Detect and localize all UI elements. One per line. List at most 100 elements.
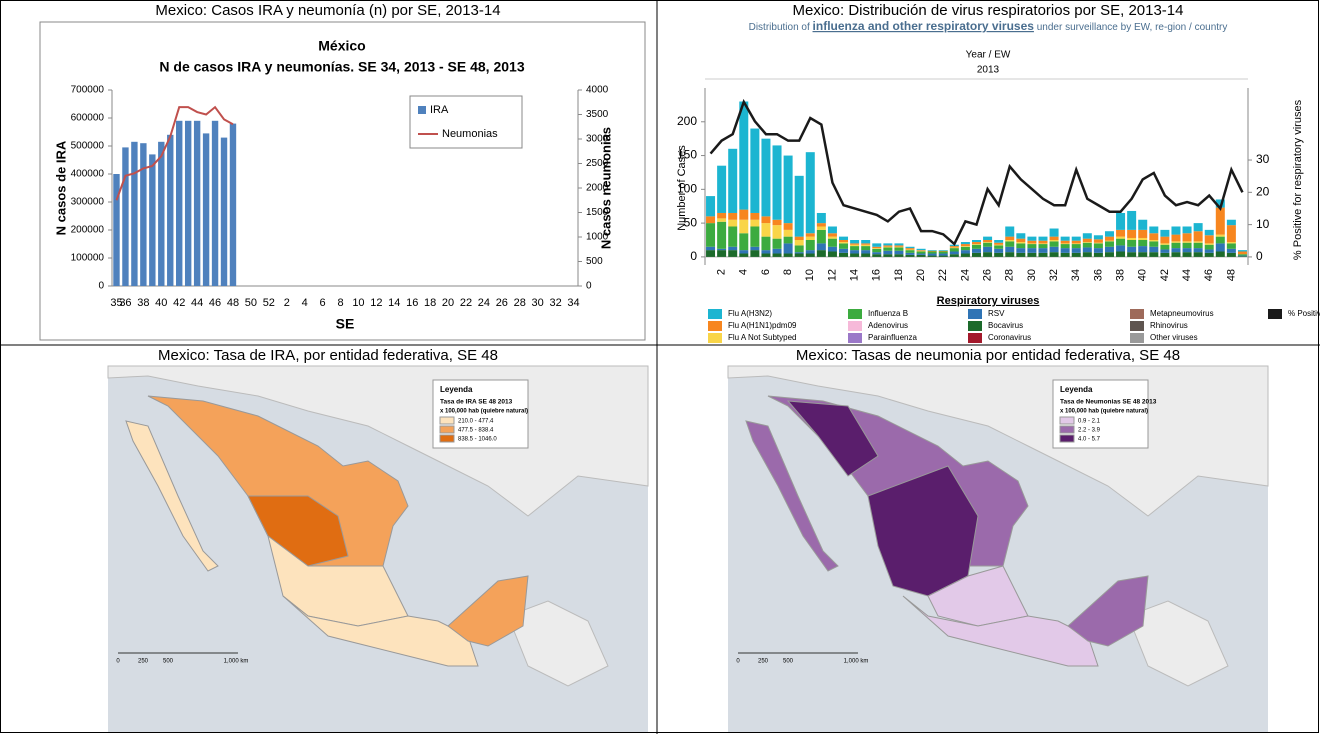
bar-segment — [794, 175, 804, 237]
bar-segment — [1082, 252, 1092, 257]
bar-segment — [761, 216, 771, 224]
x-tick-label: 26 — [981, 269, 993, 281]
bar-segment — [1082, 242, 1092, 243]
bar-segment — [1193, 242, 1203, 249]
bar-segment — [1071, 240, 1081, 244]
bar-segment — [1149, 233, 1159, 241]
title-part[interactable]: influenza and other respiratory viruses — [813, 19, 1035, 33]
bar-segment — [816, 226, 826, 230]
x-tick-label: 44 — [191, 297, 203, 309]
x-tick-label: 14 — [849, 269, 861, 281]
bar-segment — [839, 252, 849, 257]
bar-segment — [706, 216, 716, 224]
y-tick-label: 200000 — [71, 225, 105, 236]
bar-segment — [1226, 248, 1236, 253]
map-legend-units: x 100,000 hab (quiebre natural) — [1060, 409, 1148, 415]
bar-segment — [1226, 219, 1236, 226]
bar-segment — [850, 240, 860, 244]
bar-segment — [1038, 236, 1048, 241]
bar-segment — [728, 219, 738, 227]
x-tick-label: 6 — [760, 269, 772, 275]
bar-segment — [772, 145, 782, 220]
map: Leyenda Tasa de Neumonias SE 48 2013 x 100… — [727, 365, 1269, 732]
bar-segment — [1160, 252, 1170, 257]
x-tick-label: 24 — [478, 297, 490, 309]
bar-segment — [1060, 243, 1070, 245]
region — [282, 595, 479, 667]
bar-segment — [872, 254, 882, 257]
bar-segment — [1127, 246, 1137, 253]
bar-segment — [805, 240, 815, 251]
bar-segment — [983, 236, 993, 241]
bar-segment — [1149, 241, 1159, 247]
legend-swatch — [708, 333, 722, 343]
bar-segment — [783, 223, 793, 230]
y2-tick-label: 3500 — [586, 109, 609, 120]
bar-segment — [805, 152, 815, 234]
bar — [167, 134, 174, 286]
x-tick-label: 10 — [352, 297, 364, 309]
x-tick-label: 16 — [871, 269, 883, 281]
bar-segment — [1226, 225, 1236, 243]
x-tick-label: 16 — [406, 297, 418, 309]
bar-segment — [972, 252, 981, 257]
x-tick-label: 18 — [424, 297, 436, 309]
bar-segment — [916, 250, 926, 251]
x-tick-label: 38 — [1114, 269, 1126, 281]
bar-segment — [972, 244, 981, 245]
bar-segment — [1215, 251, 1225, 257]
legend-label: Flu A Not Subtyped — [728, 333, 797, 342]
bar-segment — [894, 246, 904, 248]
bar-segment — [839, 236, 849, 241]
bar-segment — [960, 244, 970, 247]
bar-segment — [1071, 248, 1081, 253]
bar-segment — [1060, 248, 1070, 253]
panel-title: Mexico: Distribución de virus respirator… — [792, 2, 1183, 19]
bar-segment — [1027, 244, 1037, 249]
bar-segment — [1204, 243, 1214, 245]
bar-segment — [972, 240, 981, 243]
y2-tick-label: 2500 — [586, 158, 609, 169]
x-tick-label: 34 — [567, 297, 579, 309]
y2-tick-label: 4000 — [586, 85, 609, 96]
bar-segment — [761, 250, 771, 254]
bar-segment — [872, 243, 882, 247]
x-tick-label: 42 — [173, 297, 185, 309]
bar-segment — [905, 250, 915, 253]
legend-swatch — [848, 333, 862, 343]
bar-segment — [739, 253, 749, 257]
x-tick-label: 34 — [1070, 269, 1082, 281]
bar-segment — [783, 236, 793, 244]
bar — [193, 120, 201, 286]
bar-segment — [1016, 243, 1026, 249]
bar-segment — [1204, 252, 1214, 257]
bar-segment — [794, 252, 804, 254]
bar-segment — [1226, 252, 1236, 257]
y-tick-label: 300000 — [71, 197, 105, 208]
y2-axis-label: % Positive for respiratory viruses — [1292, 99, 1304, 260]
bar-segment — [983, 252, 993, 257]
bar-segment — [1138, 246, 1148, 253]
bar-segment — [1171, 248, 1181, 253]
line — [709, 98, 1244, 247]
map-legend-swatch — [439, 425, 455, 434]
y-tick-label: 50 — [684, 215, 698, 229]
bar-segment — [861, 240, 871, 244]
scale-label: 1,000 km — [224, 659, 249, 665]
map-legend-subtitle: Tasa de IRA SE 48 2013 — [440, 399, 513, 406]
bar-segment — [1116, 251, 1126, 257]
bar-segment — [706, 250, 716, 257]
bar-segment — [728, 250, 738, 257]
bar-segment — [994, 248, 1004, 253]
region — [125, 420, 219, 572]
bar-segment — [1005, 246, 1015, 253]
bar-segment — [894, 245, 904, 247]
legend-label: Influenza B — [868, 309, 908, 318]
legend-label: Coronavirus — [988, 333, 1031, 342]
x-tick-label: 44 — [1181, 269, 1193, 281]
legend-title: Respiratory viruses — [937, 295, 1040, 307]
bar-segment — [750, 212, 760, 220]
bar-segment — [1149, 226, 1159, 234]
bar-segment — [1204, 249, 1214, 253]
bar-segment — [1193, 241, 1203, 243]
